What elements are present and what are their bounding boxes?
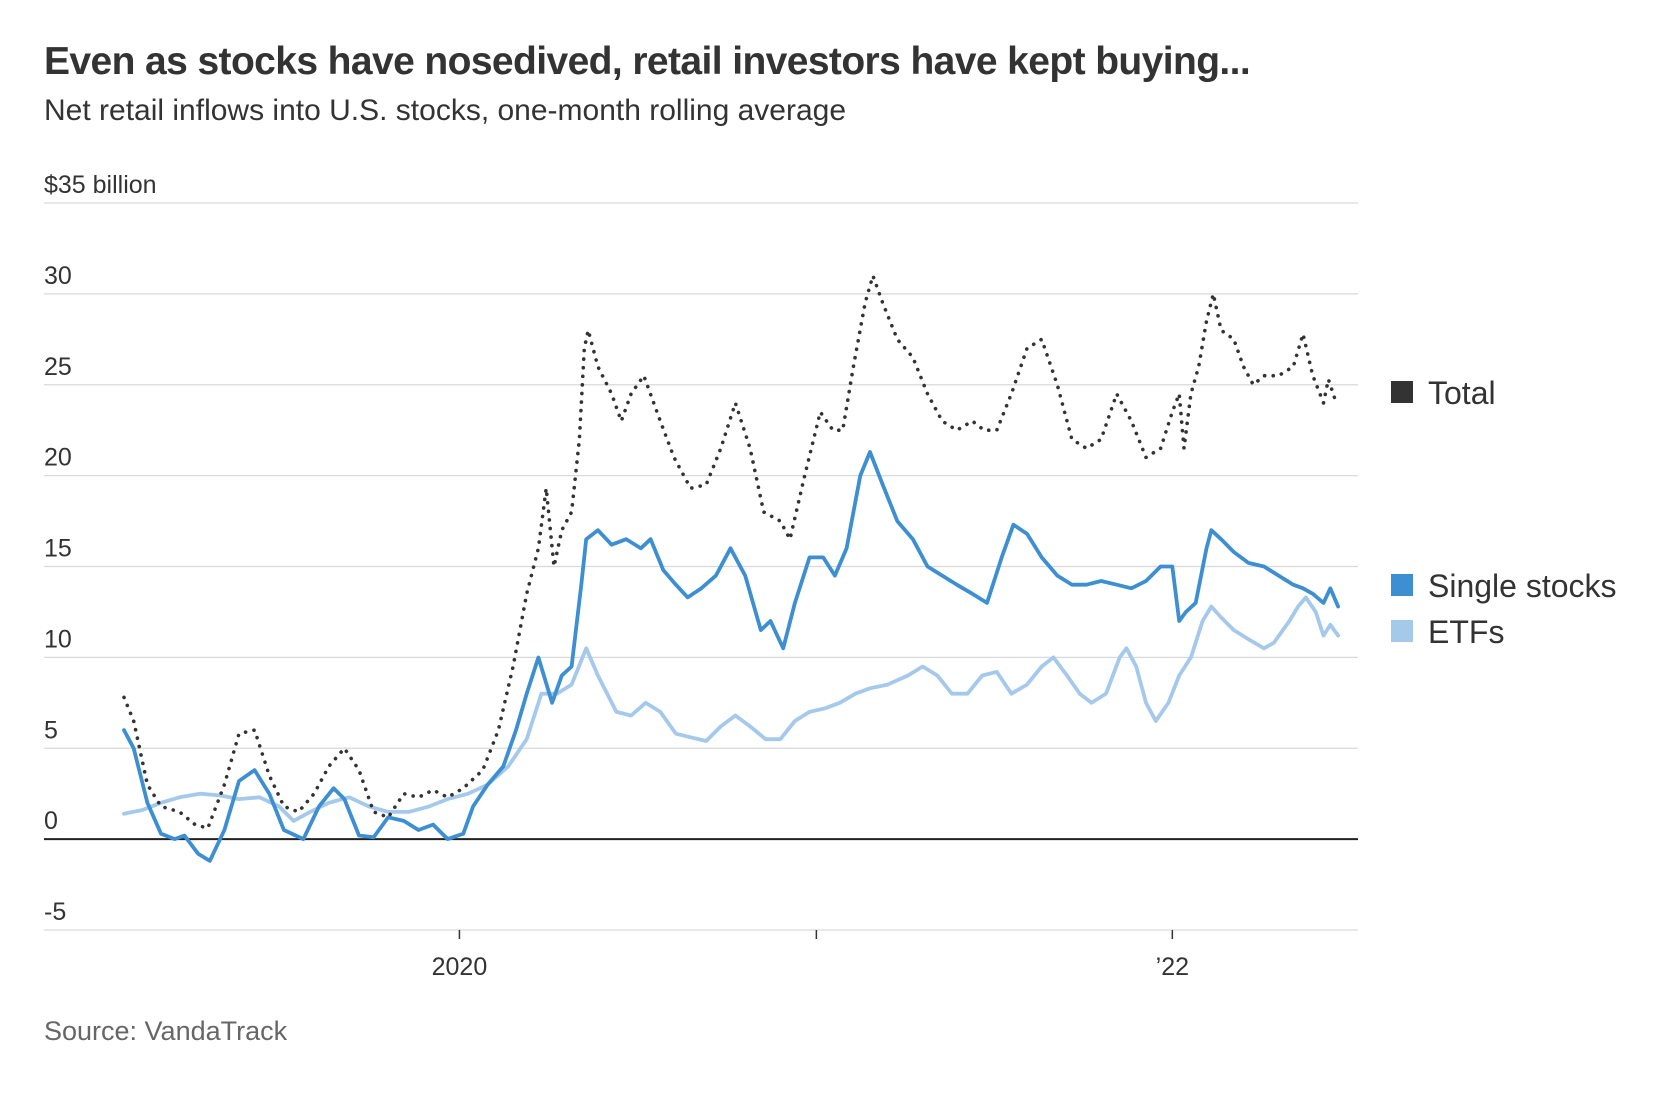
source-note: Source: VandaTrack: [44, 1016, 288, 1046]
series-line-etfs: [122, 595, 1340, 823]
x-tick-label: ’22: [1156, 953, 1189, 981]
gridlines: [44, 202, 1358, 931]
line-chart: $35 billion 30 25 20 15 10 5 0 -5 2020 ’22 Total S…: [44, 171, 1617, 981]
y-tick-label: 20: [44, 444, 72, 472]
y-tick-label: 25: [44, 353, 72, 381]
y-tick-label: 30: [44, 262, 72, 290]
legend-label-etfs: ETFs: [1428, 614, 1504, 650]
y-tick-label: $35 billion: [44, 171, 157, 199]
series-line-single-stocks: [122, 450, 1340, 863]
y-tick-label: 0: [44, 807, 58, 835]
legend-label-single-stocks: Single stocks: [1428, 568, 1617, 604]
y-tick-label: 5: [44, 716, 58, 744]
y-axis-tick-labels: $35 billion 30 25 20 15 10 5 0 -5: [44, 171, 157, 926]
y-tick-label: 10: [44, 625, 72, 653]
y-tick-label: 15: [44, 535, 72, 563]
y-tick-label: -5: [44, 898, 66, 926]
legend: Total Single stocks ETFs: [1391, 375, 1617, 650]
legend-swatch-single-stocks: [1391, 574, 1413, 596]
x-tick-label: 2020: [432, 953, 488, 981]
series-lines: [122, 273, 1340, 863]
legend-label-total: Total: [1428, 375, 1496, 411]
legend-swatch-etfs: [1391, 620, 1413, 642]
chart-subtitle: Net retail inflows into U.S. stocks, one…: [44, 94, 847, 127]
series-line-total: [122, 273, 1338, 830]
chart-title: Even as stocks have nosedived, retail in…: [44, 40, 1251, 83]
legend-swatch-total: [1391, 381, 1413, 403]
x-axis: 2020 ’22: [432, 930, 1189, 981]
